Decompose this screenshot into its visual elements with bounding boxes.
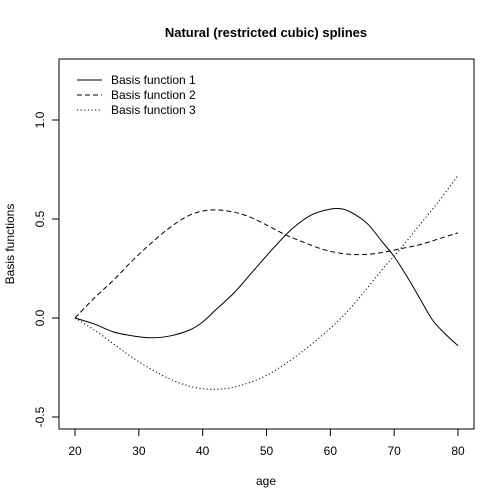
- legend: Basis function 1 Basis function 2 Basis …: [77, 73, 196, 117]
- x-axis-ticks: 20 30 40 50 60 70 80: [68, 429, 465, 458]
- y-tick-label: 1.0: [33, 111, 47, 128]
- legend-label-basis-3: Basis function 3: [111, 103, 196, 117]
- x-tick-label: 50: [260, 444, 274, 458]
- y-tick-label: 0.5: [33, 210, 47, 227]
- y-tick-label: -0.5: [33, 406, 47, 427]
- series-line-basis-1: [74, 207, 459, 347]
- series-layer: [74, 175, 459, 390]
- x-tick-label: 70: [387, 444, 401, 458]
- y-tick-label: 0.0: [33, 309, 47, 326]
- legend-label-basis-1: Basis function 1: [111, 73, 196, 87]
- x-tick-label: 30: [132, 444, 146, 458]
- y-axis-label: Basis functions: [3, 204, 17, 285]
- x-tick-label: 60: [324, 444, 338, 458]
- series-line-basis-2: [74, 209, 459, 319]
- x-tick-label: 40: [196, 444, 210, 458]
- x-tick-label: 20: [68, 444, 82, 458]
- y-axis-ticks: -0.5 0.0 0.5 1.0: [33, 111, 59, 427]
- x-tick-label: 80: [451, 444, 465, 458]
- chart-title: Natural (restricted cubic) splines: [165, 25, 367, 40]
- legend-label-basis-2: Basis function 2: [111, 88, 196, 102]
- series-line-basis-3: [74, 175, 459, 390]
- x-axis-label: age: [256, 474, 276, 488]
